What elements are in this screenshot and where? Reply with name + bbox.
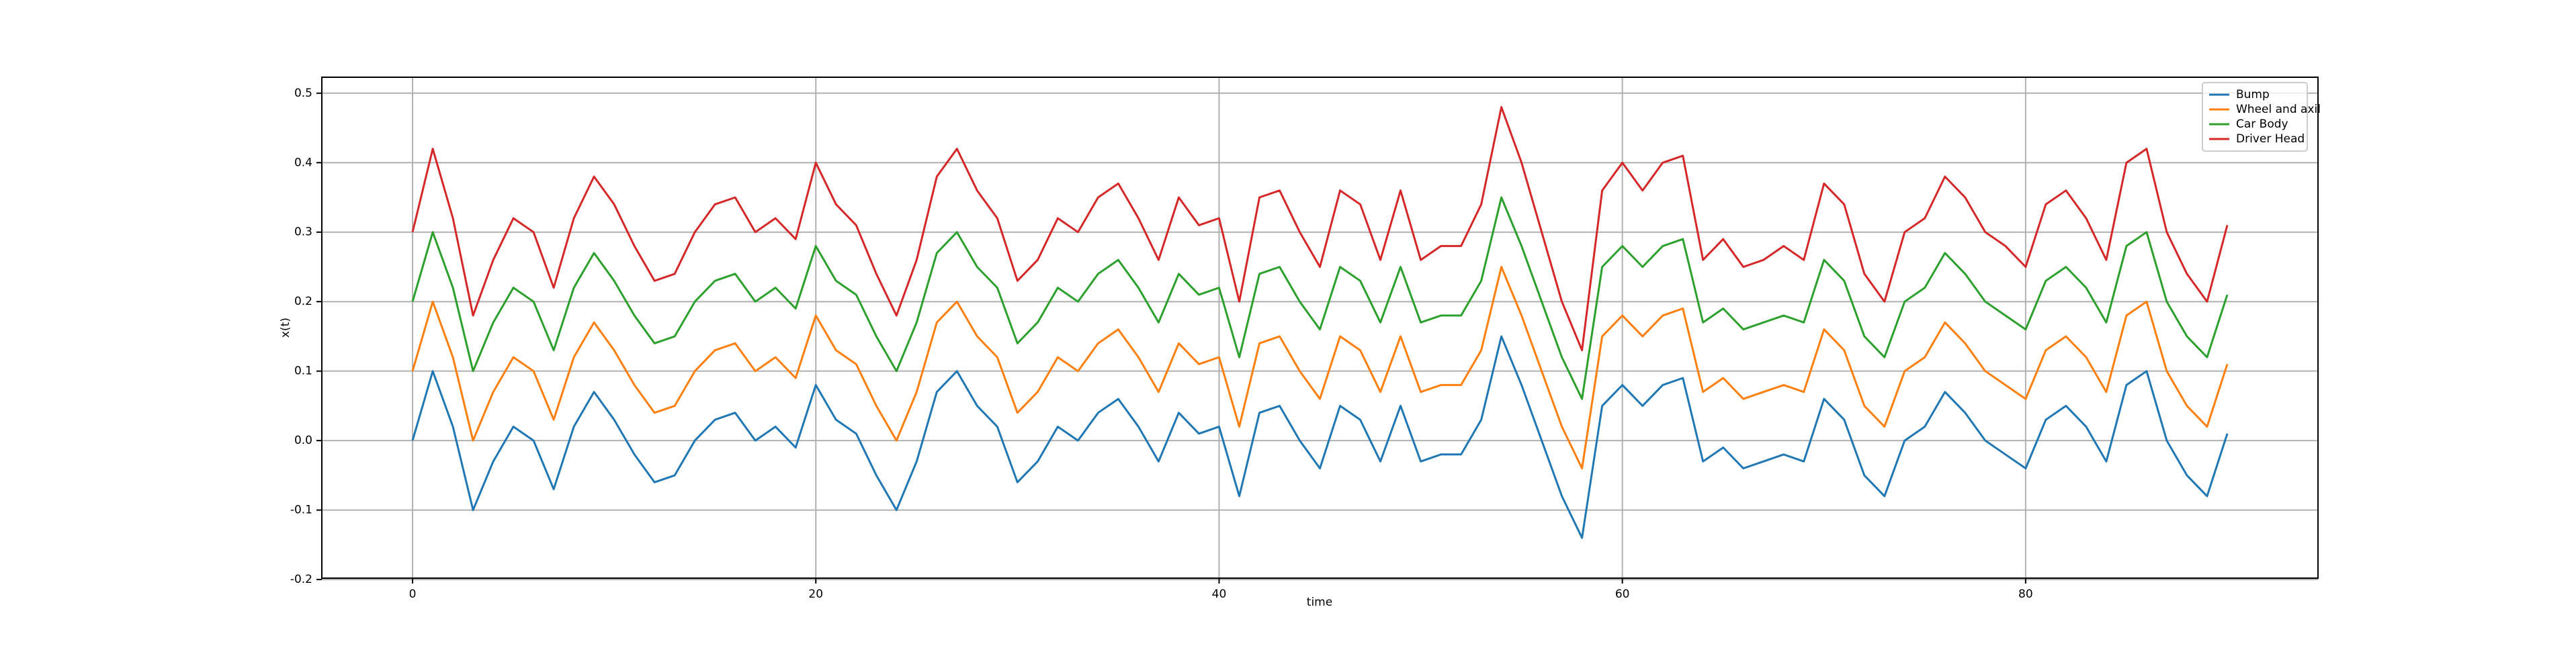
legend-box: [2202, 82, 2308, 152]
x-tick-label: 60: [1615, 588, 1630, 601]
plot-frame: [321, 77, 2319, 579]
y-tick-label: -0.2: [290, 573, 312, 586]
series-line: [411, 335, 2229, 539]
y-tick-label: 0.5: [294, 87, 312, 100]
legend-label: Wheel and axil: [2236, 103, 2321, 116]
x-tick-label: 40: [1212, 588, 1227, 601]
x-axis-label: time: [1307, 596, 1332, 609]
y-tick-label: 0.4: [294, 156, 312, 169]
series-line: [411, 266, 2229, 469]
x-tick-label: 80: [2018, 588, 2033, 601]
x-tick-label: 0: [409, 588, 417, 601]
y-tick-label: -0.1: [290, 504, 312, 517]
series-line: [411, 196, 2229, 400]
y-tick-label: 0.1: [294, 365, 312, 378]
x-tick-label: 20: [808, 588, 823, 601]
y-tick-label: 0.3: [294, 226, 312, 239]
y-axis-label: x(t): [279, 318, 292, 338]
legend-label: Driver Head: [2236, 132, 2305, 146]
legend-label: Car Body: [2236, 118, 2288, 131]
y-tick-label: 0.0: [294, 434, 312, 447]
series-line: [411, 106, 2229, 352]
y-tick-label: 0.2: [294, 295, 312, 308]
legend-label: Bump: [2236, 88, 2270, 101]
